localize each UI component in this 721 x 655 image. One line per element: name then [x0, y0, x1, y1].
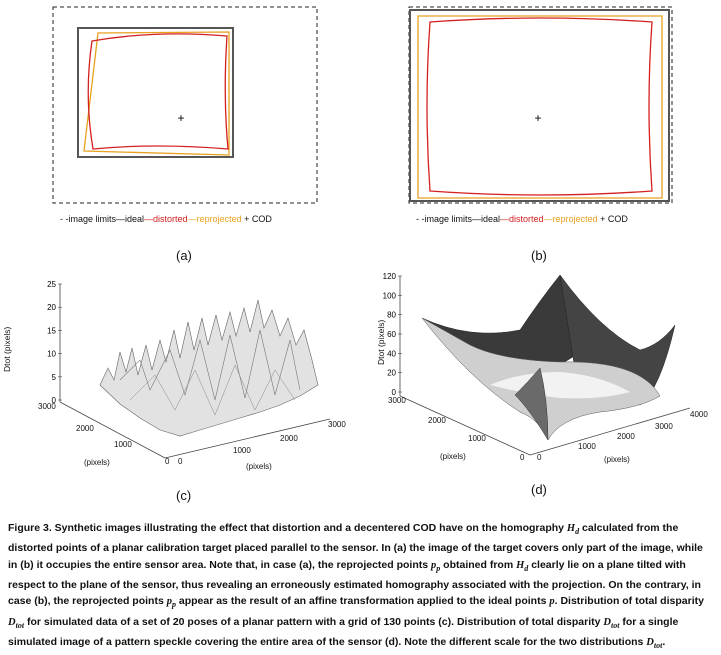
chart-d-ytick-1000: 1000 [468, 434, 486, 443]
chart-d-xlabel: (pixels) [604, 455, 630, 464]
panel-a-distorted [87, 33, 229, 150]
chart-c-ztick: 25 [47, 280, 56, 289]
chart-d-zlabel: Dtot (pixels) [376, 319, 386, 365]
panel-b-image-limits [408, 6, 673, 204]
chart-d-ztick: 60 [387, 330, 396, 339]
chart-d-ztick: 120 [383, 272, 397, 281]
panel-a-legend: - -image limits—ideal—distorted—reprojec… [60, 214, 272, 224]
chart-d-label: (d) [531, 482, 547, 497]
chart-c-ytick-1000: 1000 [114, 440, 132, 449]
chart-d-ytick-0: 0 [520, 453, 525, 462]
chart-d-ztick: 20 [387, 369, 396, 378]
panel-a-reprojected [83, 31, 230, 156]
chart-d-ztick: 40 [387, 349, 396, 358]
chart-d-xtick-3000: 3000 [655, 422, 673, 431]
panel-a-ideal [77, 27, 234, 158]
chart-c-ytick-2000: 2000 [76, 424, 94, 433]
chart-c-xlabel: (pixels) [246, 462, 272, 471]
chart-d-ytick-2000: 2000 [428, 416, 446, 425]
chart-d-ztick: 100 [383, 291, 397, 300]
chart-d-ztick: 80 [387, 311, 396, 320]
chart-c-ztick: 15 [47, 326, 56, 335]
figure-caption: Figure 3. Synthetic images illustrating … [8, 522, 704, 651]
chart-c-ytick-0: 0 [165, 457, 170, 466]
legend-reprojected: —reprojected [187, 214, 242, 224]
legend-distorted: —distorted [500, 214, 544, 224]
chart-c-xtick-0: 0 [178, 457, 183, 466]
legend-image-limits: - -image limits [60, 214, 117, 224]
chart-c-ztick: 20 [47, 303, 56, 312]
legend-image-limits: - -image limits [416, 214, 473, 224]
panel-b-cod-marker: + [534, 111, 541, 125]
chart-d-ylabel: (pixels) [440, 452, 466, 461]
chart-c-ytick-3000: 3000 [38, 402, 56, 411]
chart-c-ztick: 5 [52, 373, 57, 382]
legend-distorted: —distorted [144, 214, 188, 224]
chart-c-surface [99, 299, 319, 437]
panel-b-legend: - -image limits—ideal—distorted—reprojec… [416, 214, 628, 224]
legend-ideal: —ideal [472, 214, 501, 224]
chart-d-xtick-1000: 1000 [578, 442, 596, 451]
chart-c-zlabel: Dtot (pixels) [2, 326, 12, 372]
panel-b-reprojected [417, 15, 663, 199]
chart-c-xtick-1000: 1000 [233, 446, 251, 455]
legend-cod: + COD [600, 214, 628, 224]
panel-b-label: (b) [531, 248, 547, 263]
chart-d-surface-back [421, 274, 601, 373]
chart-d-xtick-2000: 2000 [617, 432, 635, 441]
chart-c-label: (c) [176, 488, 192, 503]
chart-d-ytick-3000: 3000 [388, 396, 406, 405]
chart-c-ztick: 10 [47, 350, 56, 359]
chart-c-xtick-2000: 2000 [280, 434, 298, 443]
chart-d-xtick-4000: 4000 [690, 410, 708, 419]
legend-ideal: —ideal [116, 214, 145, 224]
legend-reprojected: —reprojected [543, 214, 598, 224]
panel-b-distorted [426, 17, 653, 196]
panel-a-cod-marker: + [177, 111, 184, 125]
chart-c-xtick-3000: 3000 [328, 420, 346, 429]
panel-a-image-limits [52, 6, 318, 204]
panel-b-ideal [409, 9, 670, 202]
legend-cod: + COD [244, 214, 272, 224]
chart-d-surface-front [421, 317, 661, 441]
chart-d-surface-right [559, 274, 676, 406]
chart-d-xtick-0: 0 [537, 453, 542, 462]
chart-c-ylabel: (pixels) [84, 458, 110, 467]
panel-a-label: (a) [176, 248, 192, 263]
